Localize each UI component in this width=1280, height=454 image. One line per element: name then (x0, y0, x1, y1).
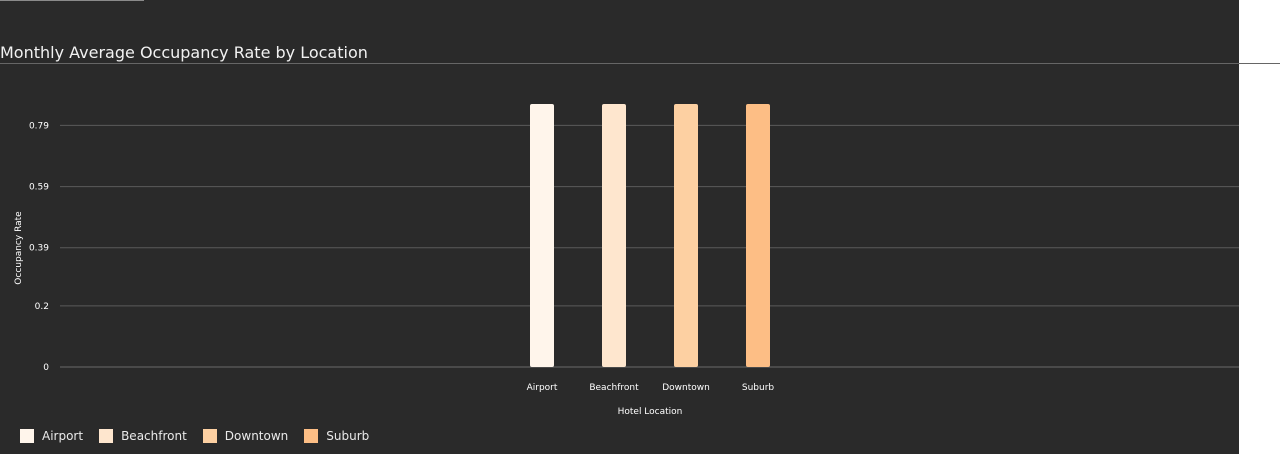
y-axis-title: Occupancy Rate (14, 211, 24, 285)
y-tick-label: 0 (43, 363, 49, 373)
legend-swatch (99, 429, 114, 443)
x-tick-label: Beachfront (589, 383, 639, 393)
legend-item-beachfront[interactable]: Beachfront (99, 429, 187, 443)
legend-item-downtown[interactable]: Downtown (202, 429, 289, 443)
bars-layer (530, 104, 770, 367)
y-tick-label: 0.79 (29, 121, 49, 131)
bar-suburb[interactable] (746, 104, 770, 367)
bar-airport[interactable] (530, 104, 554, 367)
legend-item-suburb[interactable]: Suburb (304, 429, 369, 443)
axis-layer: 0 0.2 0.39 0.59 0.79 Airport Beachfront Downtow… (14, 121, 774, 417)
legend-swatch (20, 429, 34, 443)
legend-label: Airport (42, 429, 84, 443)
top-divider (0, 0, 144, 1)
legend-label: Downtown (224, 429, 289, 443)
x-tick-label: Airport (527, 383, 558, 393)
x-tick-label: Suburb (742, 383, 775, 393)
chart-title: Monthly Average Occupancy Rate by Locati… (0, 43, 368, 62)
y-tick-label: 0.2 (35, 302, 49, 312)
legend-label: Suburb (326, 429, 370, 443)
chart-panel: Monthly Average Occupancy Rate by Locati… (0, 0, 1239, 454)
bar-beachfront[interactable] (602, 104, 626, 367)
legend-item-airport[interactable]: Airport (20, 429, 83, 443)
chart-canvas: 0 0.2 0.39 0.59 0.79 Airport Beachfront Downtow… (14, 104, 1239, 417)
outside-divider (1239, 63, 1280, 64)
x-tick-label: Downtown (662, 383, 710, 393)
grid-layer (60, 124, 1239, 368)
legend: Airport Beachfront Downtown Suburb (20, 429, 369, 443)
legend-swatch (304, 429, 319, 443)
title-divider (0, 63, 1239, 64)
legend-swatch (202, 429, 217, 443)
bar-downtown[interactable] (674, 104, 698, 367)
legend-label: Beachfront (121, 429, 187, 443)
x-axis-title: Hotel Location (618, 407, 683, 417)
y-tick-label: 0.39 (29, 244, 49, 254)
y-tick-label: 0.59 (29, 183, 49, 193)
